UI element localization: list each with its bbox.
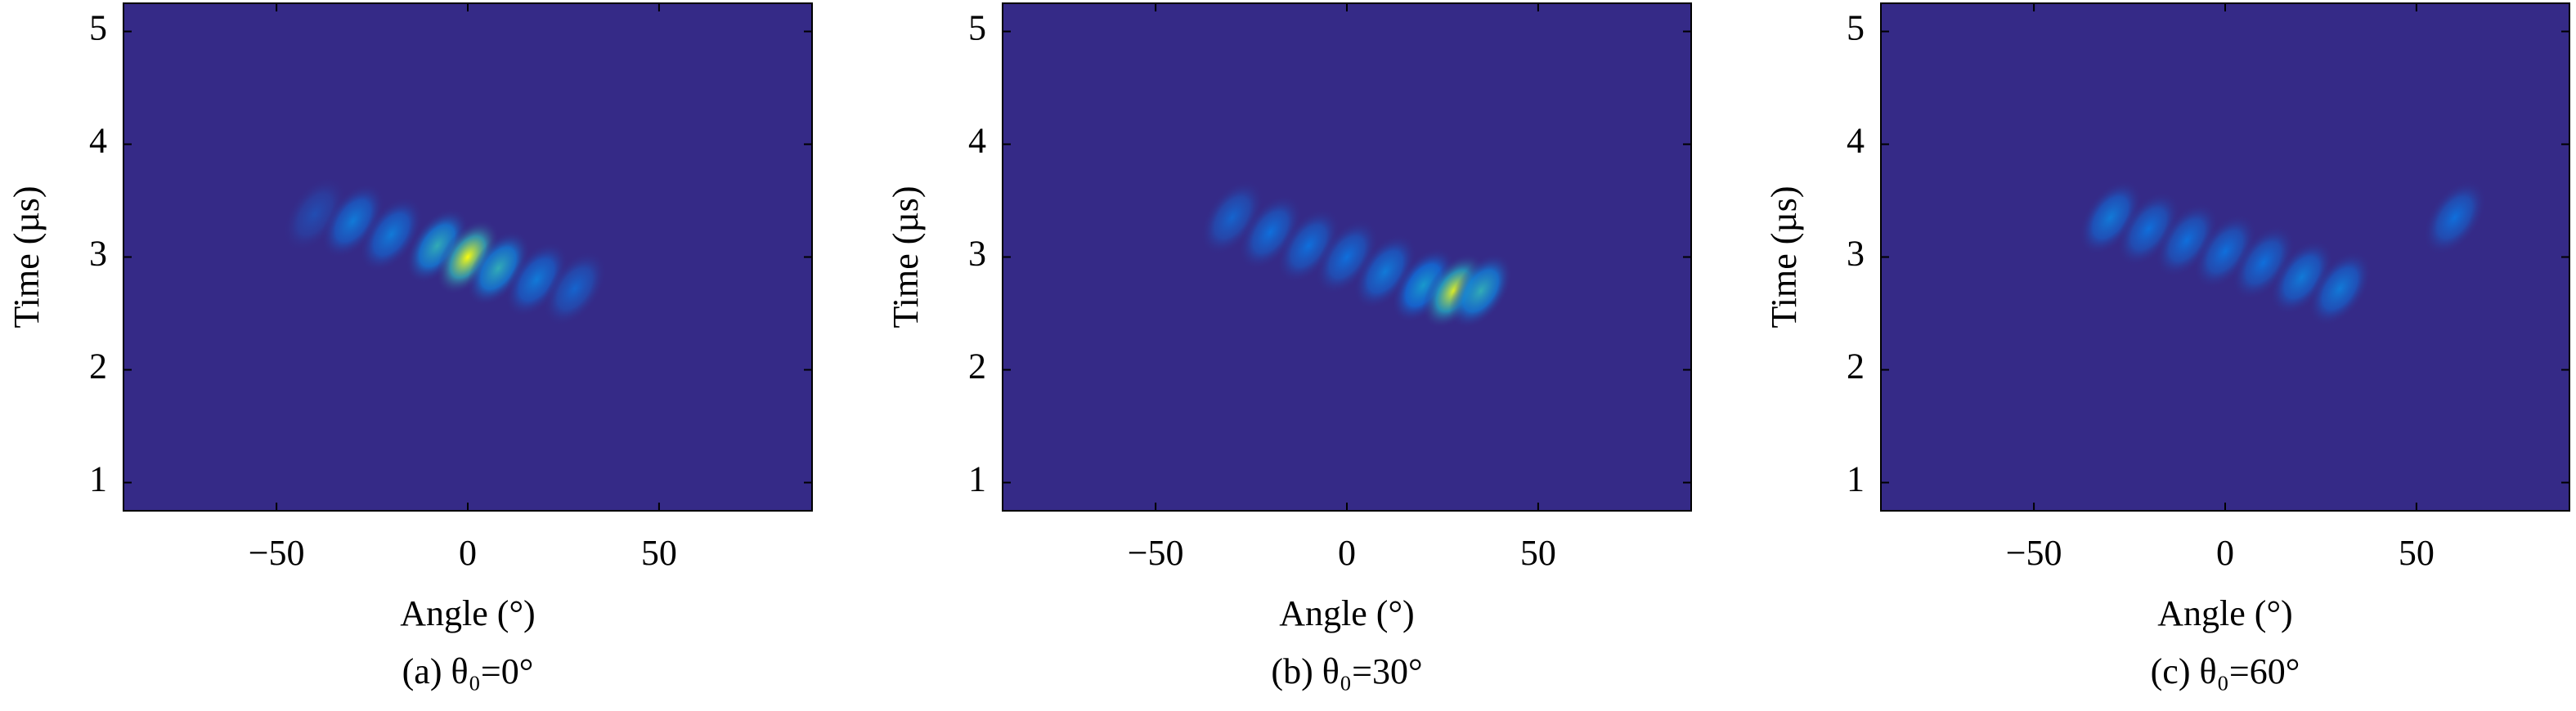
x-tick-label: 0 xyxy=(459,533,477,573)
x-axis-label: Angle (°) xyxy=(400,593,535,633)
y-tick-label: 5 xyxy=(89,8,107,48)
y-tick-label: 3 xyxy=(968,234,986,274)
x-tick-label: 0 xyxy=(1338,533,1356,573)
heatmap xyxy=(2079,180,2487,327)
y-tick-label: 2 xyxy=(968,347,986,387)
caption: (b) θ₀=30° xyxy=(1271,651,1422,691)
y-tick-label: 1 xyxy=(1847,459,1865,499)
y-axis-label: Time (µs) xyxy=(7,186,47,328)
y-axis-label: Time (µs) xyxy=(886,186,926,328)
x-tick-label: 50 xyxy=(2399,533,2435,573)
x-axis-label: Angle (°) xyxy=(2157,593,2292,633)
y-tick-label: 4 xyxy=(89,121,107,161)
y-tick-label: 1 xyxy=(968,459,986,499)
caption: (a) θ₀=0° xyxy=(402,651,534,691)
y-tick-label: 4 xyxy=(968,121,986,161)
caption: (c) θ₀=60° xyxy=(2151,651,2300,691)
x-axis-label: Angle (°) xyxy=(1279,593,1414,633)
y-tick-label: 2 xyxy=(1847,347,1865,387)
y-tick-label: 1 xyxy=(89,459,107,499)
x-tick-label: −50 xyxy=(2006,533,2062,573)
x-tick-label: 50 xyxy=(641,533,677,573)
y-tick-label: 5 xyxy=(1847,8,1865,48)
heatmap-cell xyxy=(543,251,607,327)
y-tick-label: 5 xyxy=(968,8,986,48)
x-tick-label: 0 xyxy=(2216,533,2234,573)
plot-frame xyxy=(1880,2,2570,512)
heatmap-cell xyxy=(2423,180,2487,256)
heatmap-cell xyxy=(2308,251,2372,327)
y-axis-label: Time (µs) xyxy=(1764,186,1804,328)
heatmap xyxy=(283,177,607,327)
y-tick-label: 2 xyxy=(89,347,107,387)
x-tick-label: 50 xyxy=(1520,533,1556,573)
plot-frame xyxy=(1002,2,1692,512)
heatmap xyxy=(1200,180,1513,329)
plot-frame xyxy=(123,2,813,512)
y-tick-label: 4 xyxy=(1847,121,1865,161)
heatmap-cell xyxy=(1449,253,1513,329)
y-tick-label: 3 xyxy=(1847,234,1865,274)
panel: −50 0 50 1 2 3 4 5 Angle (°) Time (µs) (c) θ₀=60° xyxy=(1764,2,2570,691)
x-tick-label: −50 xyxy=(1128,533,1184,573)
y-tick-label: 3 xyxy=(89,234,107,274)
panel: −50 0 50 1 2 3 4 5 Angle (°) Time (µs) (b) θ₀=30° xyxy=(886,2,1692,691)
x-tick-label: −50 xyxy=(249,533,305,573)
panel: −50 0 50 1 2 3 4 5 Angle (°) Time (µs) (a) θ₀=0° xyxy=(7,2,813,691)
